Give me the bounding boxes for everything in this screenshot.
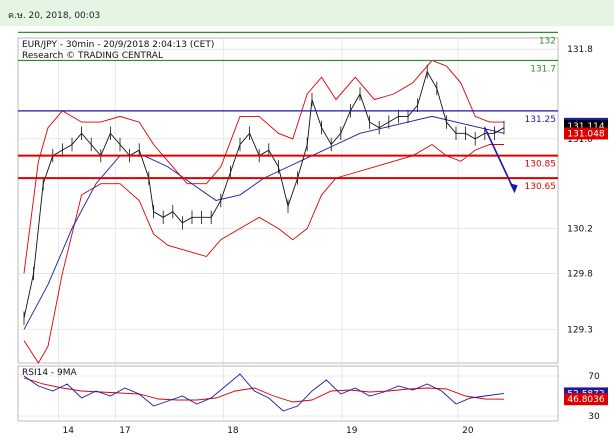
price-tag xyxy=(564,127,608,140)
y-tick-label: 129.8 xyxy=(567,269,593,279)
level-label: 130.85 xyxy=(525,160,557,170)
rsi-plot-frame xyxy=(17,365,559,422)
chart-title: EUR/JPY - 30min - 20/9/2018 2:04:13 (CET… xyxy=(22,40,214,50)
price-tag-label: 131.114 xyxy=(567,122,604,132)
rsi-title: RSI14 - 9MA xyxy=(22,368,78,378)
rsi-tick-label: 70 xyxy=(588,372,600,382)
bollinger-lower-line xyxy=(23,143,504,364)
bollinger-upper-line xyxy=(23,59,504,274)
x-tick-label: 19 xyxy=(346,426,358,436)
x-tick-label: 14 xyxy=(63,426,75,436)
level-label: 130.65 xyxy=(525,182,557,192)
grid-layer xyxy=(18,38,558,421)
rsi-tag xyxy=(564,393,608,406)
rsi-tick-label: 30 xyxy=(588,412,600,422)
forecast-arrow-head xyxy=(509,183,518,194)
rsi-tag-label: 46.8036 xyxy=(567,395,604,405)
price-tag-label: 131.048 xyxy=(567,129,604,139)
level-label: 132 xyxy=(539,36,556,46)
x-tick-label: 20 xyxy=(462,426,474,436)
y-tick-label: 130.2 xyxy=(567,225,593,235)
rsi-layer: 307052.587246.8036 xyxy=(18,372,608,422)
level-layer: 132 131.7 131.25 130.85 130.65 xyxy=(18,31,558,194)
rsi-line xyxy=(23,373,505,412)
axis-layer: 129.3 129.8 130.2 131.0 131.8 14 17 18 19 20 131.1… xyxy=(63,45,608,436)
y-tick-label: 131.8 xyxy=(567,45,593,55)
level-label: 131.25 xyxy=(525,115,557,125)
forecast-arrow-line xyxy=(484,127,515,190)
date-header-text: ค.ษ. 20, 2018, 00:03 xyxy=(8,11,101,21)
x-tick-label: 17 xyxy=(119,426,130,436)
price-line xyxy=(23,70,505,319)
rsi-ma-line xyxy=(23,377,505,403)
x-tick-label: 18 xyxy=(227,426,239,436)
chart-subtitle: Research © TRADING CENTRAL xyxy=(22,51,163,61)
y-tick-label: 131.0 xyxy=(567,135,593,145)
y-tick-label: 129.3 xyxy=(567,325,593,335)
date-header-bar: ค.ษ. 20, 2018, 00:03 xyxy=(0,0,614,26)
level-label: 131.7 xyxy=(530,64,556,74)
